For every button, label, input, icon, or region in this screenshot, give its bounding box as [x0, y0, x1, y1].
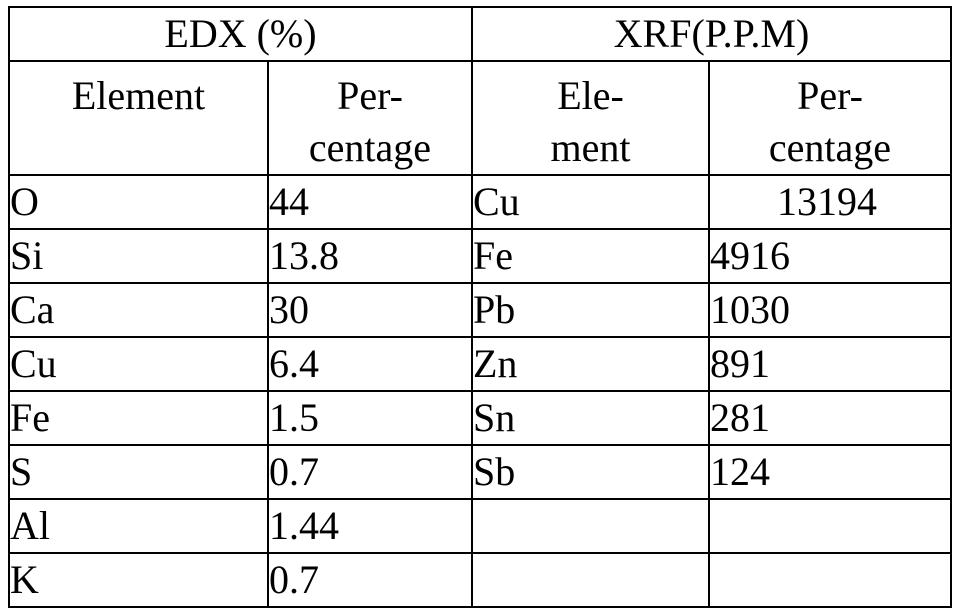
- edx-element-cell: O: [8, 174, 269, 230]
- edx-value-cell: 1.44: [267, 498, 473, 554]
- header-line: centage: [308, 125, 432, 170]
- xrf-element-cell: Fe: [471, 228, 710, 284]
- edx-group-header: EDX (%): [8, 6, 473, 62]
- xrf-value-cell: 124: [708, 444, 952, 500]
- xrf-value-cell: 4916: [708, 228, 952, 284]
- xrf-percentage-header: Per- centage: [708, 60, 952, 176]
- edx-value-cell: 6.4: [267, 336, 473, 392]
- header-line: Ele-: [557, 73, 624, 118]
- edx-element-cell: K: [8, 552, 269, 608]
- edx-value-cell: 13.8: [267, 228, 473, 284]
- xrf-value-cell: 13194: [708, 174, 952, 230]
- table-row: Al 1.44: [8, 498, 952, 554]
- xrf-element-cell: Cu: [471, 174, 710, 230]
- xrf-element-cell: Pb: [471, 282, 710, 338]
- header-line: Element: [71, 73, 206, 118]
- xrf-element-header: Ele- ment: [471, 60, 710, 176]
- edx-value-cell: 30: [267, 282, 473, 338]
- table-row: S 0.7 Sb 124: [8, 444, 952, 500]
- edx-element-cell: Si: [8, 228, 269, 284]
- xrf-element-cell: Zn: [471, 336, 710, 392]
- table-row: Ca 30 Pb 1030: [8, 282, 952, 338]
- xrf-value-cell: 281: [708, 390, 952, 446]
- edx-value-cell: 44: [267, 174, 473, 230]
- xrf-value-cell: 1030: [708, 282, 952, 338]
- edx-element-cell: Fe: [8, 390, 269, 446]
- column-header-row: Element Per- centage Ele- ment Per- cent…: [8, 60, 952, 176]
- table-row: Fe 1.5 Sn 281: [8, 390, 952, 446]
- edx-value-cell: 1.5: [267, 390, 473, 446]
- edx-value-cell: 0.7: [267, 552, 473, 608]
- edx-element-cell: Al: [8, 498, 269, 554]
- edx-element-cell: Cu: [8, 336, 269, 392]
- edx-element-cell: S: [8, 444, 269, 500]
- edx-value-cell: 0.7: [267, 444, 473, 500]
- results-table: EDX (%) XRF(P.P.M) Element Per- centage …: [8, 6, 952, 608]
- table-row: K 0.7: [8, 552, 952, 608]
- xrf-element-cell: Sb: [471, 444, 710, 500]
- edx-element-header: Element: [8, 60, 269, 176]
- table-row: Si 13.8 Fe 4916: [8, 228, 952, 284]
- table-row: O 44 Cu 13194: [8, 174, 952, 230]
- edx-percentage-header: Per- centage: [267, 60, 473, 176]
- xrf-empty-cell: [471, 552, 710, 608]
- header-line: centage: [768, 125, 892, 170]
- header-line: Per-: [337, 73, 403, 118]
- xrf-element-cell: Sn: [471, 390, 710, 446]
- header-line: Per-: [797, 73, 863, 118]
- xrf-empty-cell: [471, 498, 710, 554]
- edx-element-cell: Ca: [8, 282, 269, 338]
- xrf-value-cell: 891: [708, 336, 952, 392]
- xrf-empty-cell: [708, 498, 952, 554]
- xrf-empty-cell: [708, 552, 952, 608]
- group-header-row: EDX (%) XRF(P.P.M): [8, 6, 952, 62]
- header-line: ment: [550, 125, 631, 170]
- table-row: Cu 6.4 Zn 891: [8, 336, 952, 392]
- xrf-group-header: XRF(P.P.M): [471, 6, 952, 62]
